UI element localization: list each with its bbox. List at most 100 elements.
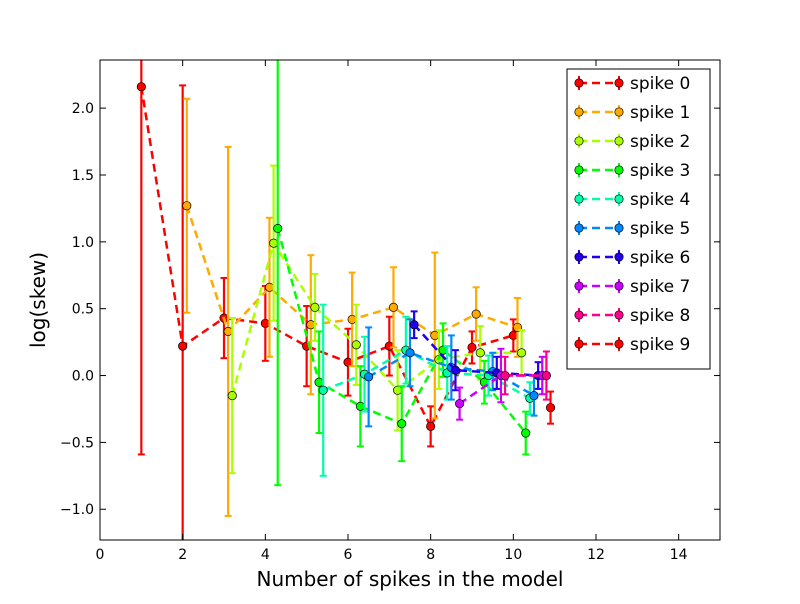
data-point — [455, 399, 465, 409]
legend-entry: spike 4 — [574, 190, 690, 210]
data-point — [355, 401, 365, 411]
legend-marker — [574, 136, 584, 146]
data-point — [529, 391, 539, 401]
data-point — [409, 320, 419, 330]
data-point — [467, 342, 477, 353]
legend-marker — [574, 339, 584, 349]
data-point — [517, 348, 527, 358]
data-point — [541, 370, 551, 381]
data-point — [182, 201, 192, 211]
legend-marker — [614, 78, 624, 88]
data-point — [264, 282, 275, 292]
data-point — [397, 419, 407, 429]
legend-label: spike 8 — [630, 306, 690, 326]
y-tick-label: 1.5 — [72, 168, 94, 184]
legend-entry: spike 8 — [574, 306, 690, 326]
series-3 — [273, 60, 531, 487]
data-point — [500, 370, 510, 381]
legend-label: spike 4 — [630, 190, 690, 210]
data-point — [347, 314, 357, 324]
data-point — [223, 326, 233, 336]
series-line — [413, 323, 539, 377]
data-point — [343, 357, 353, 367]
legend-marker — [574, 223, 584, 233]
legend-label: spike 0 — [630, 74, 690, 94]
legend: spike 0 spike 1 spike 2 spike 3 spike 4 spike… — [566, 68, 711, 370]
legend-entry: spike 5 — [574, 219, 690, 239]
data-point — [521, 428, 531, 438]
series-6 — [409, 310, 543, 392]
legend-marker — [574, 281, 584, 291]
legend-marker — [614, 107, 624, 117]
data-point — [351, 340, 361, 350]
data-point — [471, 309, 481, 319]
legend-marker — [574, 194, 584, 204]
legend-label: spike 9 — [630, 335, 690, 355]
legend-label: spike 2 — [630, 132, 690, 152]
series-8 — [500, 350, 551, 401]
data-point — [508, 330, 518, 340]
legend-label: spike 1 — [630, 103, 690, 123]
legend-label: spike 3 — [630, 161, 690, 181]
legend-entry: spike 6 — [574, 248, 690, 268]
x-tick-label: 2 — [178, 547, 187, 563]
legend-marker — [614, 252, 624, 262]
legend-marker — [614, 194, 624, 204]
legend-entry: spike 3 — [574, 161, 690, 181]
data-point — [260, 318, 270, 328]
data-point — [314, 377, 324, 387]
y-tick-label: 2.0 — [72, 101, 94, 117]
data-point — [273, 223, 283, 234]
data-point — [438, 345, 448, 355]
series-1 — [182, 97, 523, 517]
axes: 0 2 4 6 8 10 12 14 −1.0 −0.5 0.0 0.5 1.0 1.5 2.0 — [60, 59, 721, 563]
legend-entry: spike 2 — [574, 132, 690, 152]
x-tick-label: 14 — [670, 547, 688, 563]
data-point — [426, 421, 436, 431]
legend-entry: spike 1 — [574, 103, 690, 123]
legend-label: spike 5 — [630, 219, 690, 239]
legend-entry: spike 9 — [574, 335, 690, 355]
legend-marker — [574, 78, 584, 88]
x-tick-label: 10 — [504, 547, 522, 563]
x-tick-label: 6 — [344, 547, 353, 563]
legend-marker — [614, 281, 624, 291]
y-tick-label: −0.5 — [60, 435, 94, 451]
legend-label: spike 6 — [630, 248, 690, 268]
data-point — [475, 348, 485, 358]
y-tick-label: −1.0 — [60, 502, 94, 518]
x-tick-label: 8 — [426, 547, 435, 563]
series-line — [231, 240, 522, 396]
axes-frame — [99, 59, 721, 541]
series-9 — [545, 390, 556, 425]
data-point — [384, 341, 394, 351]
y-tick-label: 0.5 — [72, 302, 94, 318]
y-tick-label: 1.0 — [72, 235, 94, 251]
y-axis-label: log(skew) — [26, 252, 50, 348]
data-point — [227, 391, 237, 401]
data-point — [136, 82, 146, 92]
legend-marker — [574, 310, 584, 320]
data-point — [364, 372, 374, 382]
plot-area — [136, 60, 556, 540]
data-point — [430, 330, 440, 340]
legend-marker — [614, 339, 624, 349]
legend-marker — [574, 165, 584, 175]
data-point — [310, 302, 320, 312]
data-point — [306, 320, 316, 330]
x-tick-label: 12 — [587, 547, 605, 563]
legend-marker — [614, 223, 624, 233]
legend-marker — [614, 136, 624, 146]
y-tick-label: 0.0 — [72, 369, 94, 385]
data-point — [545, 403, 556, 413]
data-point — [450, 365, 461, 375]
legend-marker — [574, 252, 584, 262]
legend-label: spike 7 — [630, 277, 690, 297]
data-point — [393, 385, 403, 395]
data-point — [269, 238, 279, 248]
legend-marker — [614, 165, 624, 175]
data-point — [318, 385, 328, 395]
legend-entry: spike 0 — [574, 74, 690, 94]
legend-marker — [614, 310, 624, 320]
